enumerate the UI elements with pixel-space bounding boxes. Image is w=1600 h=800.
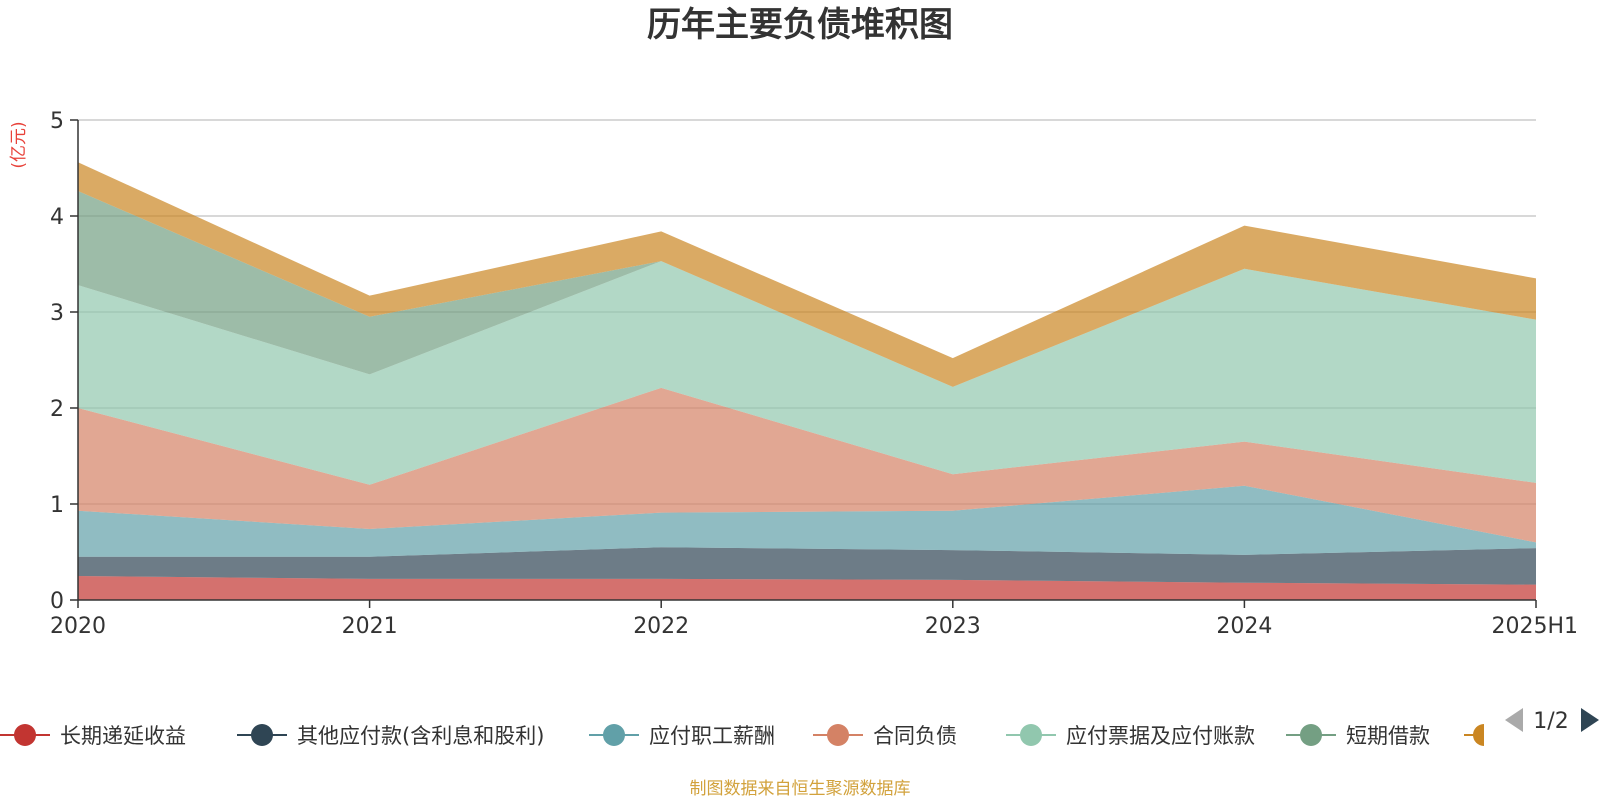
legend-item-partial[interactable]: [1464, 724, 1484, 746]
y-tick-label: 5: [50, 109, 64, 134]
legend-page-indicator: 1/2: [1533, 709, 1568, 734]
y-tick-label: 0: [50, 589, 64, 614]
area-series-6[interactable]: [78, 191, 1536, 387]
legend-label: 短期借款: [1346, 724, 1430, 748]
area-series-1[interactable]: [78, 576, 1536, 600]
legend-marker-icon: [1020, 724, 1042, 746]
legend-item[interactable]: 长期递延收益: [0, 724, 186, 748]
legend-item[interactable]: 合同负债: [813, 724, 957, 748]
x-tick-label: 2022: [633, 614, 689, 639]
area-series-5[interactable]: [78, 261, 1536, 485]
legend-label: 长期递延收益: [60, 724, 186, 748]
chart-title: 历年主要负债堆积图: [647, 5, 953, 45]
x-tick-label: 2021: [342, 614, 398, 639]
legend-item[interactable]: 应付票据及应付账款: [1006, 724, 1255, 748]
legend-label: 其他应付款(含利息和股利): [297, 724, 544, 748]
x-tick-label: 2023: [925, 614, 981, 639]
legend-item[interactable]: 短期借款: [1286, 724, 1430, 748]
area-series-4[interactable]: [78, 387, 1536, 543]
legend-item[interactable]: 其他应付款(含利息和股利): [237, 724, 544, 748]
legend-marker-icon: [1473, 724, 1484, 746]
legend-marker-icon: [603, 724, 625, 746]
legend-marker-icon: [827, 724, 849, 746]
axes: [77, 120, 1536, 601]
y-axis-ticks: 0 1 2 3 4 5: [50, 109, 78, 614]
legend-label: 应付职工薪酬: [649, 724, 775, 748]
x-tick-label: 2020: [50, 614, 106, 639]
legend-label: 应付票据及应付账款: [1066, 724, 1255, 748]
legend-label: 合同负债: [873, 724, 957, 748]
y-tick-label: 2: [50, 397, 64, 422]
x-tick-label: 2025H1: [1491, 614, 1578, 639]
x-axis-ticks: 2020 2021 2022 2023 2024 2025H1: [50, 600, 1578, 639]
legend-item[interactable]: 应付职工薪酬: [589, 724, 775, 748]
y-tick-label: 4: [50, 205, 64, 230]
y-axis-unit-label: (亿元): [9, 121, 29, 168]
area-series-2[interactable]: [78, 547, 1536, 585]
legend: 长期递延收益 其他应付款(含利息和股利) 应付职工薪酬 合同负债 应付票据及应付账款 短期…: [0, 724, 1484, 748]
x-tick-label: 2024: [1216, 614, 1272, 639]
area-series-group: [78, 162, 1536, 600]
area-series-3[interactable]: [78, 485, 1536, 557]
legend-pager: 1/2: [1505, 708, 1599, 734]
y-tick-label: 3: [50, 301, 64, 326]
legend-marker-icon: [1300, 724, 1322, 746]
legend-next-page-icon[interactable]: [1581, 708, 1599, 732]
data-source-note: 制图数据来自恒生聚源数据库: [690, 779, 911, 799]
y-tick-label: 1: [50, 493, 64, 518]
legend-marker-icon: [251, 724, 273, 746]
legend-prev-page-icon[interactable]: [1505, 708, 1523, 732]
legend-marker-icon: [14, 724, 36, 746]
